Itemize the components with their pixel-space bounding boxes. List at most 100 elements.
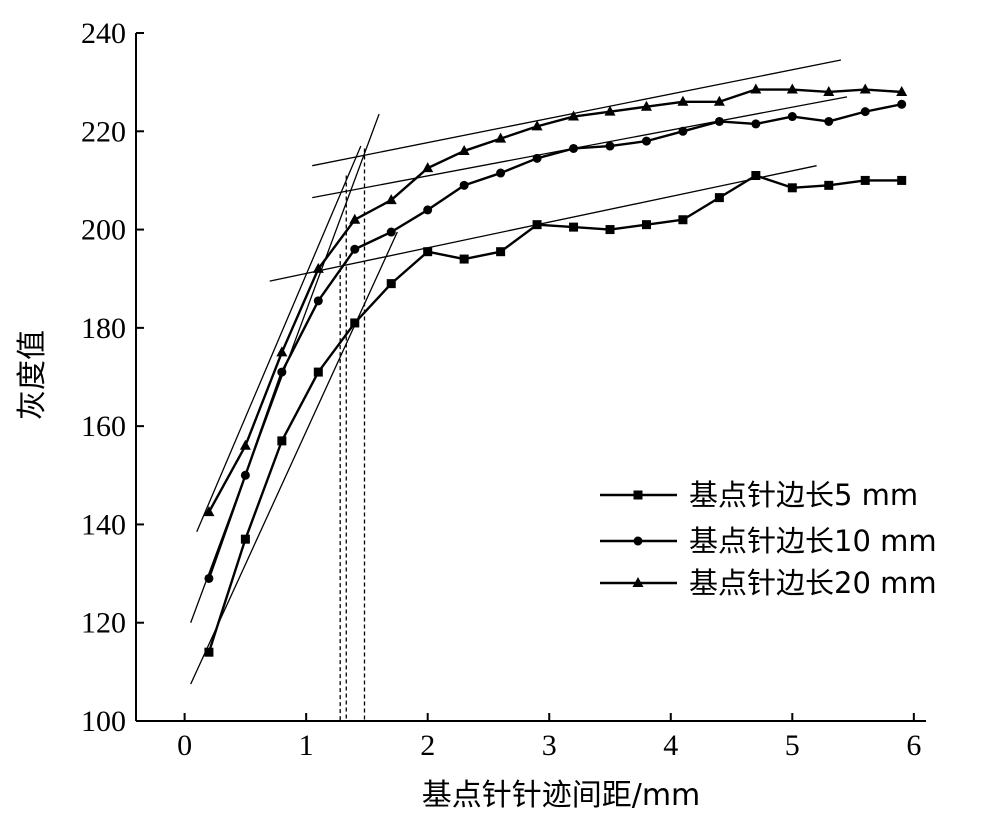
series-circle bbox=[204, 99, 907, 583]
data-point bbox=[713, 95, 725, 106]
y-tick-label: 180 bbox=[81, 312, 126, 345]
axes: 100 120 140 160 180 200 220 240 0 1 2 3 4 5 6 bbox=[81, 17, 926, 762]
data-point bbox=[385, 194, 397, 205]
data-point bbox=[751, 171, 761, 181]
data-point bbox=[824, 180, 834, 190]
data-point bbox=[496, 247, 506, 257]
legend-marker bbox=[633, 490, 643, 500]
data-point bbox=[678, 126, 688, 136]
data-point bbox=[751, 119, 761, 129]
fit-line bbox=[269, 165, 817, 282]
data-point bbox=[750, 83, 762, 94]
series-line bbox=[207, 103, 902, 579]
y-tick-label: 140 bbox=[81, 508, 126, 541]
legend-marker bbox=[633, 536, 643, 546]
x-tick-label: 5 bbox=[785, 729, 800, 762]
x-tick-label: 3 bbox=[542, 729, 557, 762]
legend-marker bbox=[632, 577, 644, 587]
data-point bbox=[569, 143, 579, 153]
data-point bbox=[605, 225, 615, 235]
data-point bbox=[239, 439, 251, 450]
data-point bbox=[204, 647, 214, 657]
y-tick-label: 240 bbox=[81, 17, 126, 50]
y-tick-label: 220 bbox=[81, 115, 126, 148]
x-tick-label: 6 bbox=[906, 729, 921, 762]
data-point bbox=[423, 247, 433, 257]
data-point bbox=[204, 573, 214, 583]
legend-label: 基点针边长20 mm bbox=[689, 566, 937, 600]
legend-item: 基点针边长20 mm bbox=[600, 566, 937, 600]
fit-line bbox=[196, 145, 362, 533]
legend-item: 基点针边长5 mm bbox=[600, 478, 918, 512]
series-triangle bbox=[203, 83, 908, 517]
data-point bbox=[312, 262, 324, 273]
data-point bbox=[640, 100, 652, 111]
x-tick-label: 1 bbox=[299, 729, 314, 762]
data-point bbox=[677, 95, 689, 106]
data-point bbox=[277, 367, 287, 377]
data-point bbox=[714, 193, 724, 203]
data-point bbox=[896, 85, 908, 96]
data-point bbox=[350, 318, 360, 328]
data-point bbox=[605, 141, 615, 151]
data-point bbox=[203, 506, 215, 517]
y-axis-title: 灰度值 bbox=[15, 330, 50, 420]
data-point bbox=[786, 83, 798, 94]
data-point bbox=[532, 153, 542, 163]
x-axis-title: 基点针针迹间距/mm bbox=[422, 778, 701, 813]
legend-label: 基点针边长5 mm bbox=[689, 478, 918, 512]
data-point bbox=[678, 215, 688, 225]
y-tick-label: 120 bbox=[81, 607, 126, 640]
y-tick-label: 160 bbox=[81, 410, 126, 443]
data-point bbox=[604, 105, 616, 116]
data-point bbox=[313, 367, 323, 377]
data-point bbox=[240, 534, 250, 544]
data-point bbox=[641, 220, 651, 230]
data-point bbox=[459, 254, 469, 264]
data-point bbox=[350, 244, 360, 254]
data-point bbox=[531, 120, 543, 131]
x-tick-label: 0 bbox=[177, 729, 192, 762]
data-point bbox=[386, 279, 396, 289]
y-tick-label: 200 bbox=[81, 214, 126, 247]
series-group bbox=[203, 83, 908, 657]
legend-label: 基点针边长10 mm bbox=[689, 524, 937, 558]
data-point bbox=[532, 220, 542, 230]
data-point bbox=[641, 136, 651, 146]
data-point bbox=[276, 346, 288, 357]
data-point bbox=[824, 116, 834, 126]
data-point bbox=[860, 175, 870, 185]
data-point bbox=[240, 470, 250, 480]
data-point bbox=[897, 99, 907, 109]
data-point bbox=[859, 83, 871, 94]
data-point bbox=[823, 85, 835, 96]
data-point bbox=[313, 296, 323, 306]
data-point bbox=[386, 227, 396, 237]
data-point bbox=[897, 175, 907, 185]
data-point bbox=[277, 436, 287, 446]
data-point bbox=[423, 205, 433, 215]
series-line bbox=[207, 88, 902, 513]
legend-item: 基点针边长10 mm bbox=[600, 524, 937, 558]
data-point bbox=[714, 116, 724, 126]
data-point bbox=[787, 183, 797, 193]
data-point bbox=[459, 180, 469, 190]
legend: 基点针边长5 mm 基点针边长10 mm 基点针边长20 mm bbox=[600, 478, 937, 600]
data-point bbox=[349, 213, 361, 224]
series-square bbox=[204, 171, 907, 657]
x-tick-label: 4 bbox=[663, 729, 678, 762]
y-tick-label: 100 bbox=[81, 705, 126, 738]
data-point bbox=[568, 110, 580, 121]
data-point bbox=[569, 222, 579, 232]
data-point bbox=[496, 168, 506, 178]
data-point bbox=[860, 107, 870, 117]
series-line bbox=[207, 174, 902, 653]
data-point bbox=[495, 132, 507, 143]
x-tick-label: 2 bbox=[420, 729, 435, 762]
reference-lines bbox=[339, 148, 366, 721]
fit-line bbox=[190, 231, 398, 685]
data-point bbox=[458, 144, 470, 155]
fit-line bbox=[312, 59, 842, 167]
data-point bbox=[422, 162, 434, 173]
